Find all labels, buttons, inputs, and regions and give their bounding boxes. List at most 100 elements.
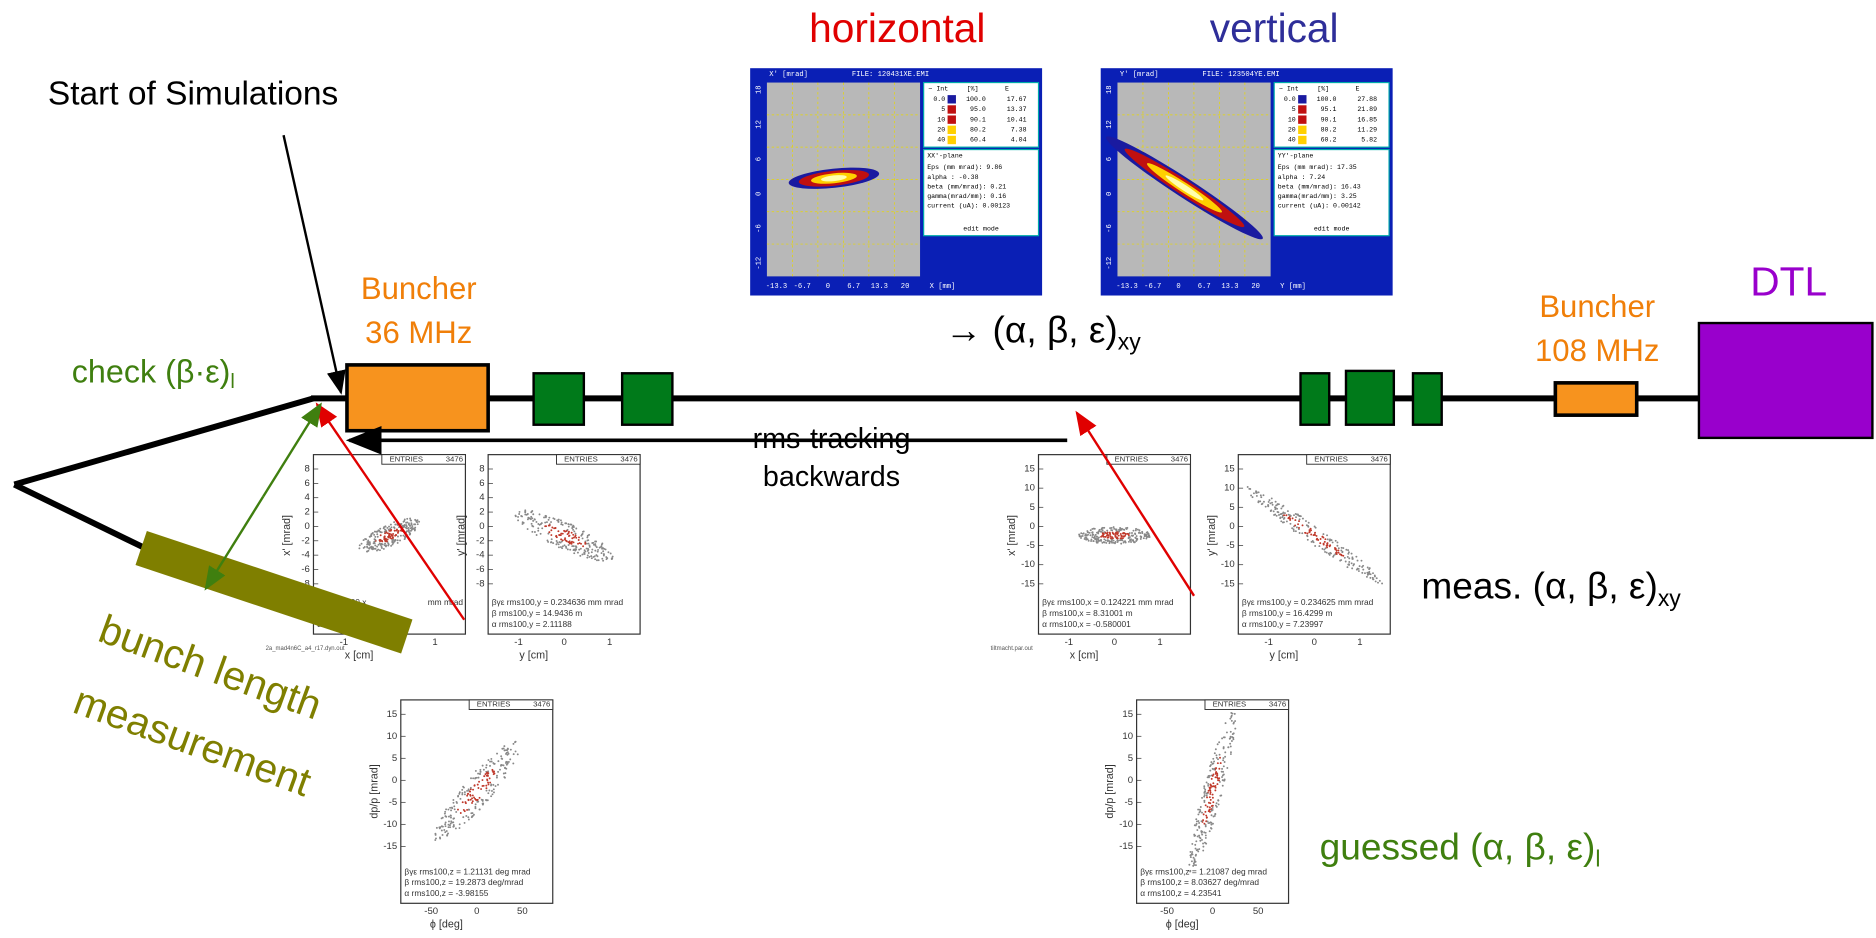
scatter-dot: [1280, 520, 1282, 522]
scatter-dot: [1289, 519, 1291, 521]
scatter-dot: [1119, 527, 1121, 529]
scatter-dot: [368, 541, 370, 543]
scatter-dot: [1381, 583, 1383, 585]
scatter-dot: [1212, 785, 1214, 787]
scatter-dot: [1372, 572, 1374, 574]
y-tick-label: -2: [476, 535, 485, 546]
scatter-dot: [376, 546, 378, 548]
scatter-dot: [408, 522, 410, 524]
scatter-dot: [394, 524, 396, 526]
y-axis-label: x' [mrad]: [1006, 515, 1018, 556]
scatter-dot: [1090, 540, 1092, 542]
scatter-dot: [1231, 740, 1233, 742]
table-cell: 7.38: [1011, 127, 1027, 134]
scatter-dot: [493, 773, 495, 775]
scatter-dot: [1284, 512, 1286, 514]
scatter-dot: [391, 526, 393, 528]
y-tick-label: -5: [1026, 540, 1035, 551]
scatter-dot: [1133, 530, 1135, 532]
scatter-dot: [1201, 820, 1203, 822]
scatter-dot: [577, 543, 579, 545]
scatter-dot: [1298, 520, 1300, 522]
scatter-dot: [599, 547, 601, 549]
scatter-dot: [491, 790, 493, 792]
scatter-dot: [500, 765, 502, 767]
scatter-dot: [458, 793, 460, 795]
scatter-dot: [384, 526, 386, 528]
scatter-dot: [522, 521, 524, 523]
scatter-dot: [1190, 856, 1192, 858]
scatter-dot: [1209, 830, 1211, 832]
level-swatch: [948, 136, 956, 144]
scatter-dot: [1327, 544, 1329, 546]
scatter-dot: [562, 533, 564, 535]
scatter-dot: [1209, 811, 1211, 813]
scatter-dot: [395, 534, 397, 536]
fit-param-unit: mm mrad: [428, 597, 464, 607]
scatter-dot: [562, 539, 564, 541]
table-header: ~ Int: [928, 85, 948, 92]
x-axis-label: ϕ [deg]: [1166, 919, 1199, 931]
scatter-dot: [1377, 582, 1379, 584]
title-vertical: vertical: [1210, 5, 1339, 51]
scatter-dot: [470, 777, 472, 779]
scatter-dot: [480, 788, 482, 790]
scatter-dot: [555, 535, 557, 537]
scatter-dot: [1214, 813, 1216, 815]
scatter-dot: [1315, 527, 1317, 529]
scatter-dot: [466, 795, 468, 797]
fit-param: β rms100,y = 14.9436 m: [492, 608, 583, 618]
scatter-dot: [1358, 570, 1360, 572]
page: { "labels": { "horizontal": "horizontal"…: [0, 0, 1876, 938]
scatter-dot: [453, 805, 455, 807]
title-horizontal: horizontal: [809, 5, 985, 51]
scatter-dot: [1376, 577, 1378, 579]
scatter-dot: [605, 548, 607, 550]
scatter-dot: [367, 540, 369, 542]
scatter-dot: [477, 801, 479, 803]
scatter-dot: [587, 535, 589, 537]
scatter-dot: [1261, 503, 1263, 505]
y-tick-label: 2: [305, 507, 310, 518]
scatter-dot: [537, 527, 539, 529]
scatter-dot: [575, 546, 577, 548]
scatter-dot: [500, 755, 502, 757]
x-tick-label: -50: [1160, 906, 1174, 917]
scatter-dot: [550, 541, 552, 543]
x-tick-label: 1: [607, 637, 612, 648]
scatter-dot: [373, 534, 375, 536]
scatter-dot: [1123, 541, 1125, 543]
scatter-dot: [1135, 529, 1137, 531]
branch-line: [14, 485, 149, 551]
scatter-dot: [470, 799, 472, 801]
scatter-dot: [1118, 535, 1120, 537]
scatter-dot: [474, 777, 476, 779]
scatter-dot: [1218, 777, 1220, 779]
guessed-label: guessed (α, β, ε)l: [1320, 825, 1601, 871]
scatter-dot: [1351, 562, 1353, 564]
scatter-dot: [492, 784, 494, 786]
screen-y-tick: 18: [755, 85, 763, 94]
scatter-dot: [1141, 532, 1143, 534]
scatter-dot: [1130, 541, 1132, 543]
scatter-dot: [456, 801, 458, 803]
scatter-dot: [524, 509, 526, 511]
scatter-dot: [477, 773, 479, 775]
scatter-dot: [1198, 848, 1200, 850]
check-label-sub: l: [230, 371, 234, 393]
scatter-dot: [583, 530, 585, 532]
y-tick-label: -5: [389, 797, 398, 808]
scatter-dot: [537, 530, 539, 532]
scatter-dot: [582, 537, 584, 539]
scatter-dot: [397, 539, 399, 541]
scatter-dot: [390, 524, 392, 526]
scatter-dot: [1085, 533, 1087, 535]
table-cell: 5: [941, 106, 945, 113]
scatter-dot: [1197, 809, 1199, 811]
scatter-dot: [582, 533, 584, 535]
scatter-dot: [1316, 535, 1318, 537]
scatter-dot: [374, 542, 376, 544]
scatter-dot: [1366, 572, 1368, 574]
scatter-dot: [1224, 736, 1226, 738]
scatter-dot: [472, 777, 474, 779]
